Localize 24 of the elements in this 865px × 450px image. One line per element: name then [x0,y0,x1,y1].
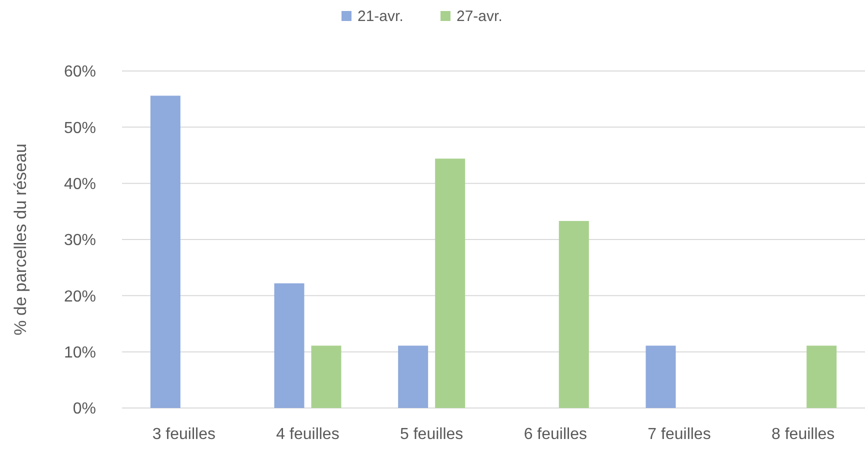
x-tick-label: 8 feuilles [772,426,835,443]
y-tick-label: 60% [64,64,96,81]
y-axis-title: % de parcelles du réseau [11,144,30,336]
bar [558,220,589,408]
legend-label: 27-avr. [456,8,502,25]
y-tick-label: 50% [64,120,96,137]
x-tick-label: 5 feuilles [400,426,464,443]
y-tick-label: 30% [64,232,96,250]
bar [806,346,837,408]
y-tick-label: 10% [64,344,96,362]
y-tick-label: 0% [72,400,96,418]
bar [435,158,466,408]
bar [274,283,304,408]
bar [398,346,428,408]
x-tick-label: 3 feuilles [152,426,216,443]
bar [311,346,342,408]
bar [150,96,180,408]
x-tick-label: 7 feuilles [648,426,711,443]
bar [646,346,676,408]
legend-label: 21-avr. [358,8,404,25]
x-tick-label: 6 feuilles [524,426,587,443]
x-tick-label: 4 feuilles [276,426,340,443]
y-tick-label: 40% [64,176,96,193]
y-tick-label: 20% [64,288,96,306]
